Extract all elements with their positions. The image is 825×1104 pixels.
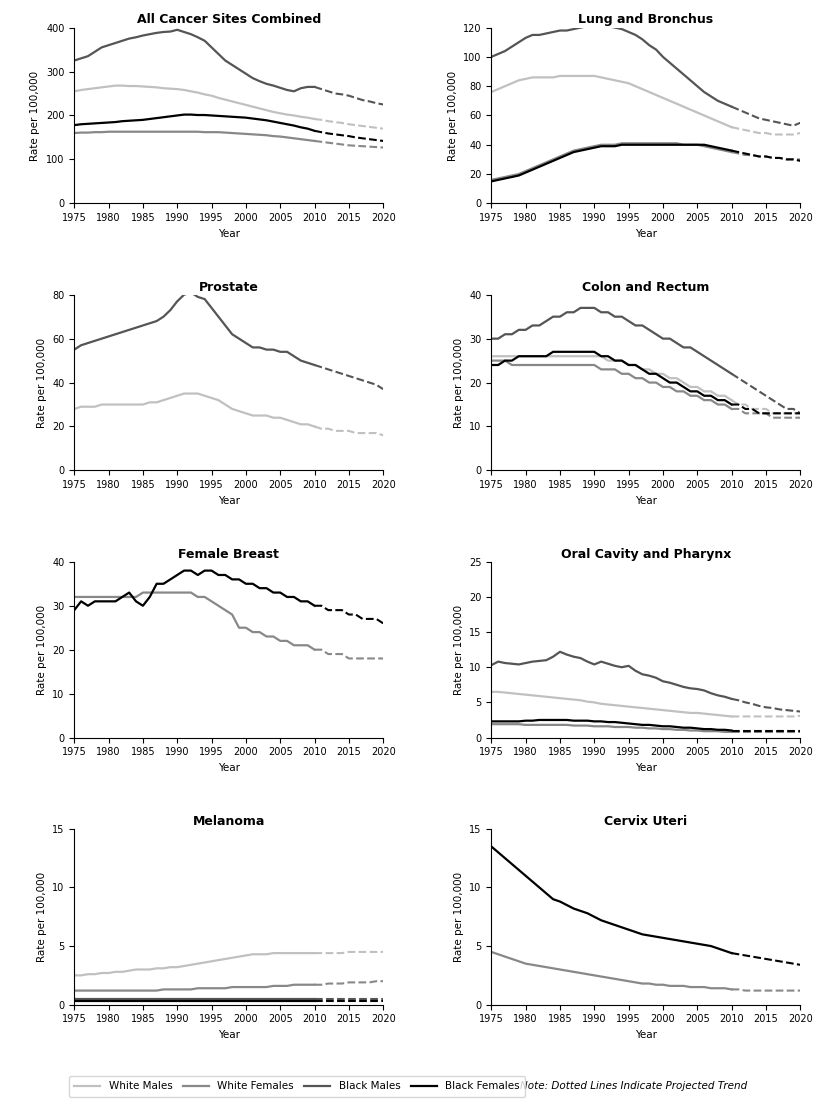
X-axis label: Year: Year xyxy=(218,496,240,506)
Legend: White Males, White Females, Black Males, Black Females: White Males, White Females, Black Males,… xyxy=(69,1076,525,1096)
X-axis label: Year: Year xyxy=(634,763,657,773)
Title: Cervix Uteri: Cervix Uteri xyxy=(604,815,687,828)
Y-axis label: Rate per 100,000: Rate per 100,000 xyxy=(454,605,464,694)
Title: Melanoma: Melanoma xyxy=(192,815,265,828)
X-axis label: Year: Year xyxy=(218,1030,240,1040)
X-axis label: Year: Year xyxy=(634,1030,657,1040)
X-axis label: Year: Year xyxy=(218,763,240,773)
Title: Female Breast: Female Breast xyxy=(178,548,279,561)
Title: Oral Cavity and Pharynx: Oral Cavity and Pharynx xyxy=(561,548,731,561)
Y-axis label: Rate per 100,000: Rate per 100,000 xyxy=(36,605,46,694)
Y-axis label: Rate per 100,000: Rate per 100,000 xyxy=(454,338,464,427)
Y-axis label: Rate per 100,000: Rate per 100,000 xyxy=(454,872,464,962)
X-axis label: Year: Year xyxy=(218,229,240,238)
Y-axis label: Rate per 100,000: Rate per 100,000 xyxy=(36,872,46,962)
Y-axis label: Rate per 100,000: Rate per 100,000 xyxy=(447,71,458,160)
Title: All Cancer Sites Combined: All Cancer Sites Combined xyxy=(137,13,321,26)
X-axis label: Year: Year xyxy=(634,229,657,238)
Title: Prostate: Prostate xyxy=(199,280,259,294)
Y-axis label: Rate per 100,000: Rate per 100,000 xyxy=(31,71,40,160)
Title: Colon and Rectum: Colon and Rectum xyxy=(582,280,710,294)
Title: Lung and Bronchus: Lung and Bronchus xyxy=(578,13,714,26)
X-axis label: Year: Year xyxy=(634,496,657,506)
Y-axis label: Rate per 100,000: Rate per 100,000 xyxy=(36,338,46,427)
Text: Note: Dotted Lines Indicate Projected Trend: Note: Dotted Lines Indicate Projected Tr… xyxy=(520,1081,747,1091)
